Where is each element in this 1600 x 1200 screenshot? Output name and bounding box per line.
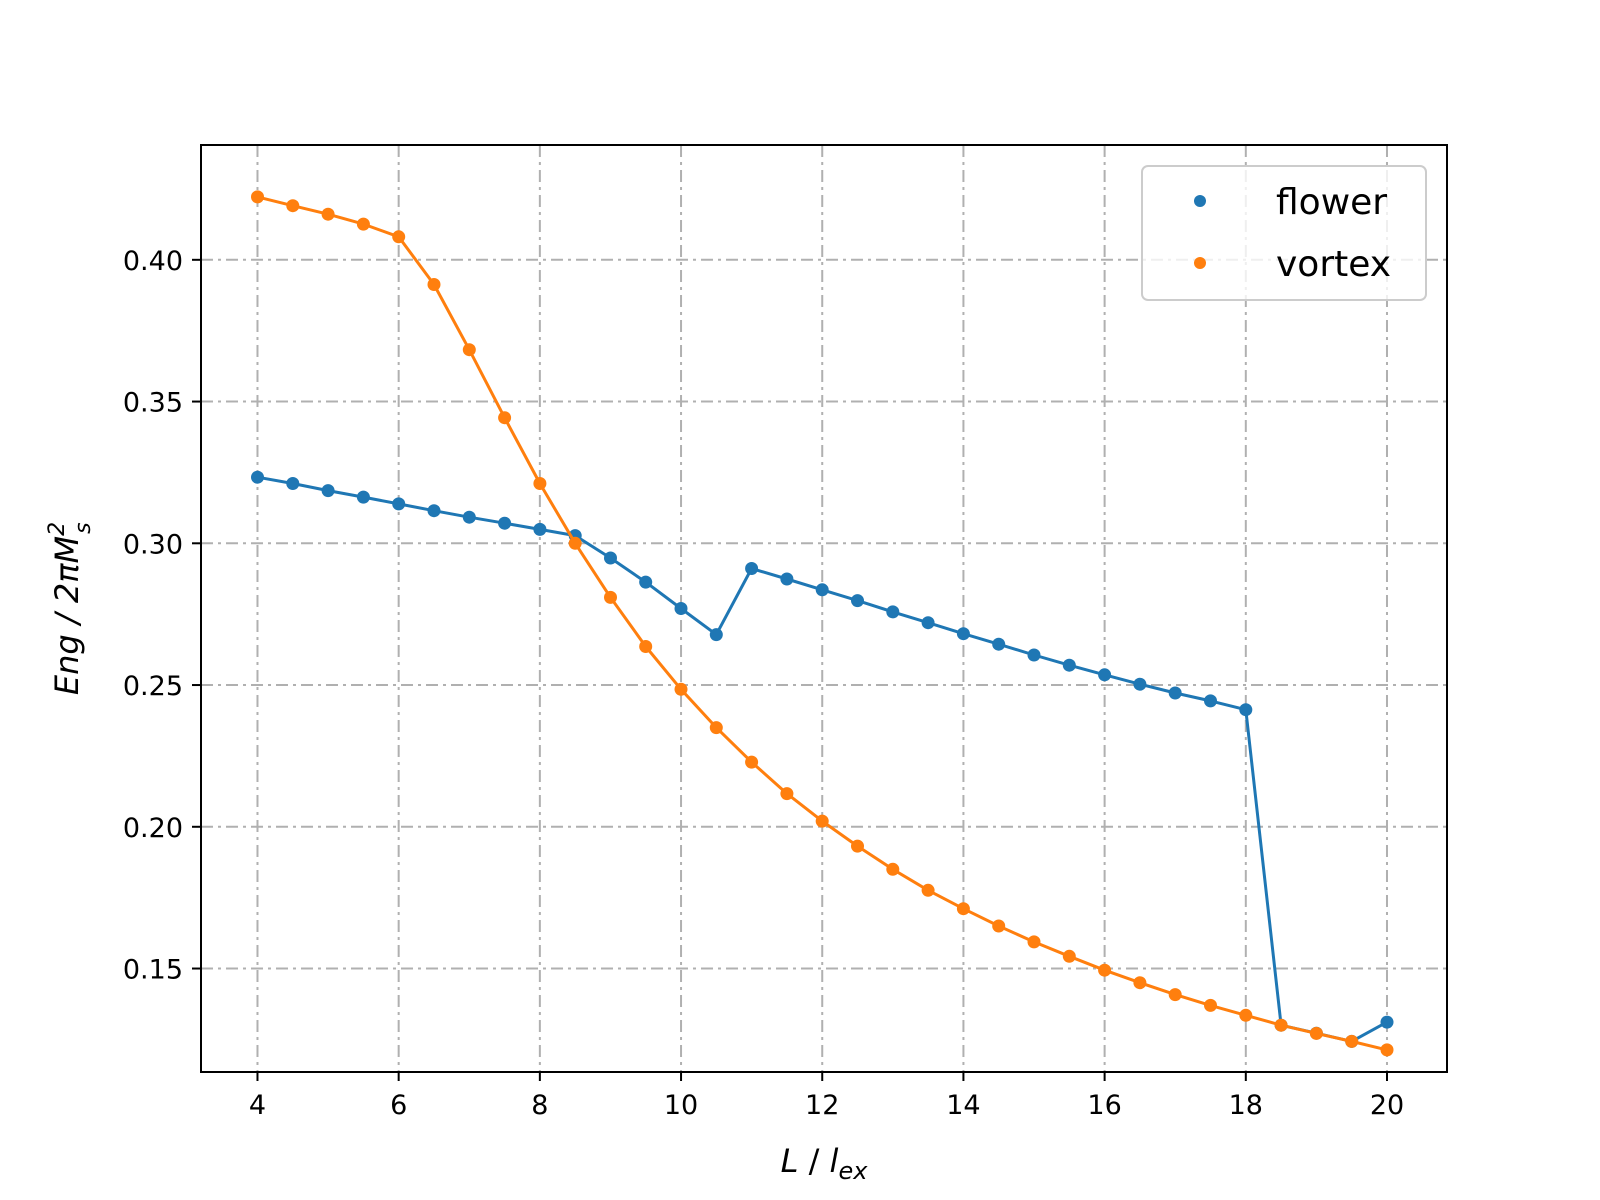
vortex-point: [1274, 1018, 1288, 1032]
y-axis-label-main: Eng / 2πM: [48, 536, 86, 695]
vortex-point: [674, 682, 688, 696]
vortex-point: [1309, 1026, 1323, 1040]
y-tick-label: 0.35: [123, 388, 183, 419]
flower-point: [321, 484, 335, 498]
y-axis-label: Eng / 2πM2s: [45, 522, 96, 695]
x-axis-label-main: L: [781, 1142, 799, 1180]
vortex-point: [709, 721, 723, 735]
vortex-point: [427, 278, 441, 291]
vortex-point: [392, 230, 406, 244]
flower-point: [392, 497, 406, 511]
vortex-point: [462, 343, 476, 357]
flower-point: [851, 594, 864, 608]
x-axis-label: L / lex: [781, 1142, 869, 1185]
vortex-point: [1168, 988, 1182, 1002]
vortex-point: [286, 199, 300, 213]
legend-label-flower: flower: [1276, 182, 1387, 223]
axis-ticks: 4 6 8 10 12 14 16 18 20 0.15 0.20 0.25 0.30 0.35 0.40: [123, 246, 1404, 1121]
plot-area-frame: [200, 144, 1448, 1073]
vortex-point: [356, 217, 370, 231]
y-tick-label: 0.25: [123, 671, 183, 702]
flower-point: [921, 616, 935, 630]
vortex-point: [1133, 976, 1147, 990]
x-tick-label: 12: [805, 1090, 839, 1121]
data-series: [251, 190, 1394, 1057]
vortex-point: [1345, 1034, 1359, 1048]
legend-marker-flower: [1194, 195, 1206, 207]
flower-point: [1133, 677, 1147, 691]
y-tick-label: 0.20: [123, 813, 183, 844]
vortex-point: [321, 207, 335, 221]
vortex-point: [851, 839, 864, 853]
x-tick-label: 20: [1370, 1090, 1404, 1121]
vortex-point: [639, 640, 653, 653]
flower-point: [815, 583, 829, 597]
flower-point: [604, 551, 617, 565]
flower-point: [674, 602, 688, 615]
x-axis-label-subscript: ex: [838, 1157, 868, 1185]
vortex-point: [1239, 1008, 1253, 1022]
flower-point: [745, 562, 759, 575]
vortex-point: [251, 190, 264, 204]
flower-point: [498, 516, 512, 530]
x-tick-label: 8: [531, 1090, 548, 1121]
x-axis-label-separator: /: [798, 1142, 829, 1180]
flower-point: [1168, 686, 1182, 700]
flower-point: [780, 572, 794, 586]
vortex-point: [886, 862, 900, 876]
flower-point: [427, 504, 441, 518]
flower-point: [251, 470, 264, 484]
y-axis-label-superscript: 2: [45, 522, 70, 536]
y-tick-label: 0.30: [123, 529, 183, 560]
vortex-point: [780, 787, 794, 801]
x-tick-label: 10: [664, 1090, 698, 1121]
vortex-point: [1204, 998, 1217, 1012]
x-tick-label: 16: [1087, 1090, 1121, 1121]
flower-point: [462, 510, 476, 524]
flower-point: [1027, 648, 1041, 662]
legend: flower vortex: [1141, 165, 1427, 301]
flower-point: [956, 627, 970, 641]
flower-point: [992, 637, 1006, 651]
y-tick-label: 0.40: [123, 246, 183, 277]
vortex-point: [745, 755, 759, 769]
vortex-point: [921, 883, 935, 897]
vortex-point: [1062, 949, 1076, 963]
vortex-point: [815, 814, 829, 828]
flower-point: [886, 605, 900, 619]
y-axis-label-subscript: s: [71, 522, 96, 533]
y-tick-label: 0.15: [123, 955, 183, 986]
x-axis-label-base: l: [830, 1142, 839, 1180]
flower-point: [1062, 658, 1076, 672]
flower-point: [1239, 703, 1253, 717]
flower-point: [1098, 668, 1112, 682]
flower-point: [286, 477, 300, 490]
vortex-point: [1380, 1043, 1394, 1057]
vortex-point: [1027, 935, 1041, 949]
x-tick-label: 4: [249, 1090, 266, 1121]
vortex-point: [604, 590, 617, 604]
vortex-point: [568, 536, 582, 550]
flower-point: [639, 575, 653, 589]
vortex-point: [498, 411, 512, 425]
vortex-point: [1098, 963, 1112, 977]
flower-point: [1204, 694, 1217, 708]
vortex-point: [992, 919, 1006, 933]
legend-marker-vortex: [1194, 257, 1206, 269]
x-tick-label: 18: [1229, 1090, 1263, 1121]
flower-point: [1380, 1015, 1394, 1029]
legend-box: [1141, 165, 1427, 301]
flower-point: [709, 628, 723, 642]
vortex-point: [956, 902, 970, 916]
x-tick-label: 14: [946, 1090, 980, 1121]
flower-point: [533, 522, 547, 536]
flower-point: [356, 490, 370, 504]
legend-label-vortex: vortex: [1276, 244, 1391, 285]
vortex-point: [533, 477, 547, 490]
x-tick-label: 6: [390, 1090, 407, 1121]
